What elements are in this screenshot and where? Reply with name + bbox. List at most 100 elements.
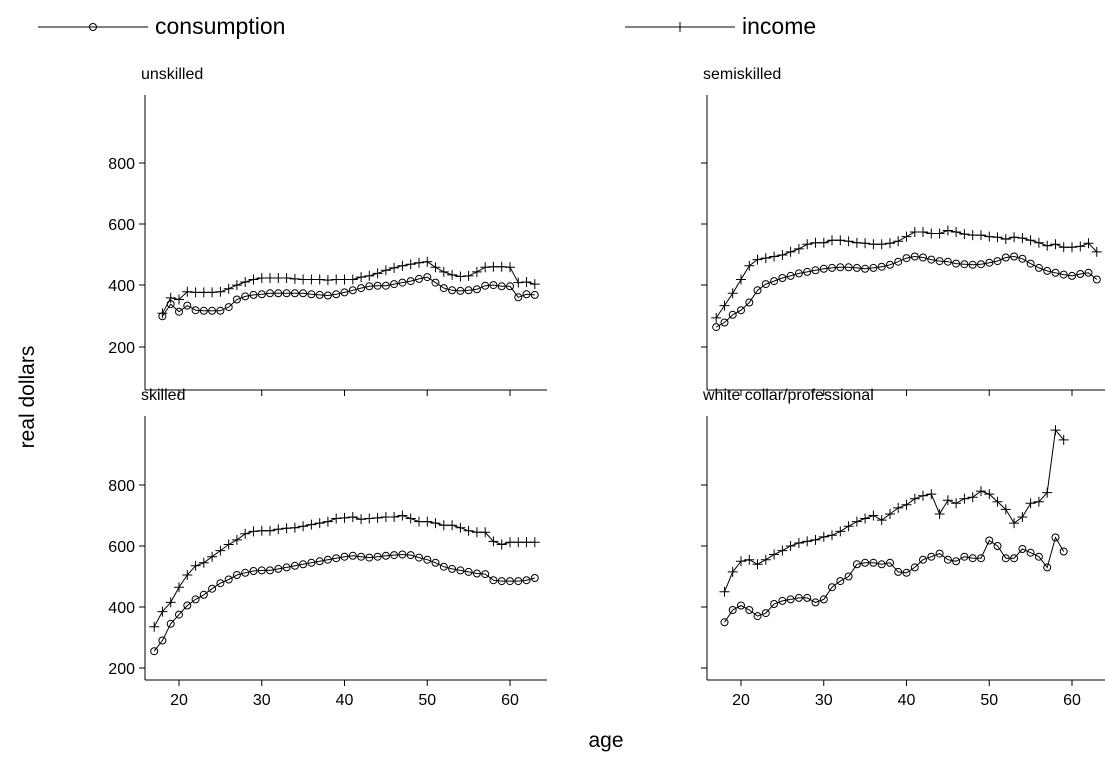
- data-point-income: [347, 274, 358, 285]
- data-point-consumption: [828, 263, 836, 272]
- x-tick-label: 50: [980, 692, 998, 709]
- series-consumption: [150, 550, 539, 656]
- data-point-consumption: [448, 564, 457, 573]
- data-point-consumption: [836, 577, 845, 586]
- data-point-consumption: [778, 596, 787, 605]
- data-point-consumption: [249, 290, 258, 299]
- data-point-consumption: [530, 290, 539, 299]
- data-point-consumption: [753, 612, 762, 621]
- data-point-income: [918, 227, 928, 237]
- data-point-income: [1025, 498, 1036, 509]
- data-point-consumption: [1051, 268, 1060, 277]
- data-point-income: [190, 560, 201, 571]
- data-point-consumption: [869, 263, 878, 272]
- data-point-consumption: [778, 274, 787, 282]
- data-point-income: [414, 257, 424, 268]
- data-point-consumption: [836, 263, 845, 272]
- data-point-consumption: [968, 554, 977, 563]
- data-point-consumption: [819, 595, 828, 604]
- data-point-income: [769, 549, 780, 560]
- data-point-income: [265, 525, 275, 536]
- data-point-income: [793, 538, 804, 548]
- panels: unskilled 200 400 600 800 semiskilled skilled 2…: [108, 66, 1105, 709]
- data-point-income: [157, 606, 168, 617]
- data-point-consumption: [927, 255, 936, 264]
- data-point-consumption: [390, 551, 399, 560]
- data-point-consumption: [852, 263, 861, 272]
- data-point-income: [901, 231, 912, 242]
- data-point-consumption: [1076, 270, 1085, 278]
- data-point-consumption: [464, 286, 473, 295]
- data-point-income: [1000, 234, 1011, 245]
- series-line-income: [724, 428, 1065, 592]
- data-point-consumption: [844, 263, 853, 272]
- data-point-income: [322, 275, 333, 286]
- data-point-consumption: [737, 601, 745, 610]
- data-point-income: [364, 513, 375, 524]
- data-point-income: [438, 266, 449, 277]
- data-point-income: [198, 557, 209, 568]
- data-point-income: [207, 287, 218, 298]
- data-point-income: [860, 238, 871, 249]
- data-point-income: [174, 582, 184, 593]
- data-point-income: [785, 541, 796, 551]
- data-point-income: [356, 272, 367, 283]
- data-point-consumption: [910, 563, 919, 572]
- data-point-consumption: [786, 271, 795, 280]
- data-point-income: [744, 554, 755, 565]
- x-tick-label: 40: [898, 692, 916, 709]
- data-point-income: [760, 554, 771, 565]
- data-point-consumption: [439, 562, 448, 571]
- data-point-income: [157, 308, 168, 319]
- data-point-income: [901, 499, 912, 510]
- data-point-income: [521, 277, 532, 287]
- data-point-consumption: [232, 295, 241, 304]
- data-point-consumption: [794, 269, 803, 278]
- data-point-income: [777, 250, 788, 260]
- data-point-consumption: [811, 598, 820, 607]
- data-point-consumption: [423, 555, 432, 564]
- data-point-consumption: [241, 568, 250, 577]
- series-income: [719, 425, 1069, 597]
- data-point-consumption: [398, 278, 407, 287]
- data-point-consumption: [390, 280, 399, 289]
- data-point-consumption: [415, 553, 423, 562]
- data-point-income: [1000, 504, 1011, 515]
- series-line-consumption: [715, 255, 1098, 328]
- data-point-income: [860, 513, 871, 524]
- data-point-consumption: [952, 259, 961, 268]
- data-point-income: [868, 510, 879, 521]
- data-point-income: [810, 534, 821, 545]
- data-point-consumption: [886, 260, 894, 269]
- data-point-income: [769, 251, 780, 262]
- data-point-consumption: [307, 290, 316, 299]
- data-point-consumption: [1051, 533, 1060, 542]
- data-point-income: [1083, 238, 1094, 249]
- series-line-income: [715, 229, 1098, 319]
- data-point-consumption: [232, 571, 241, 579]
- data-point-consumption: [481, 570, 490, 579]
- data-point-consumption: [753, 286, 762, 295]
- data-point-income: [289, 522, 300, 533]
- data-point-income: [785, 246, 796, 257]
- data-point-consumption: [728, 310, 737, 319]
- data-point-consumption: [794, 593, 803, 602]
- data-point-income: [223, 283, 234, 294]
- data-point-consumption: [745, 606, 754, 614]
- series-income: [157, 256, 540, 319]
- data-point-income: [389, 512, 400, 522]
- data-point-consumption: [902, 254, 911, 263]
- data-point-consumption: [770, 600, 779, 608]
- data-point-consumption: [199, 306, 208, 315]
- data-point-income: [1042, 240, 1053, 251]
- data-point-income: [289, 273, 300, 284]
- data-point-consumption: [1034, 552, 1043, 561]
- data-point-income: [529, 279, 540, 290]
- data-point-consumption: [977, 260, 985, 269]
- data-point-income: [471, 266, 482, 277]
- data-point-income: [744, 260, 755, 271]
- data-point-income: [455, 522, 466, 533]
- data-point-income: [1050, 425, 1061, 436]
- data-point-income: [951, 498, 962, 509]
- panel-title: unskilled: [141, 66, 203, 83]
